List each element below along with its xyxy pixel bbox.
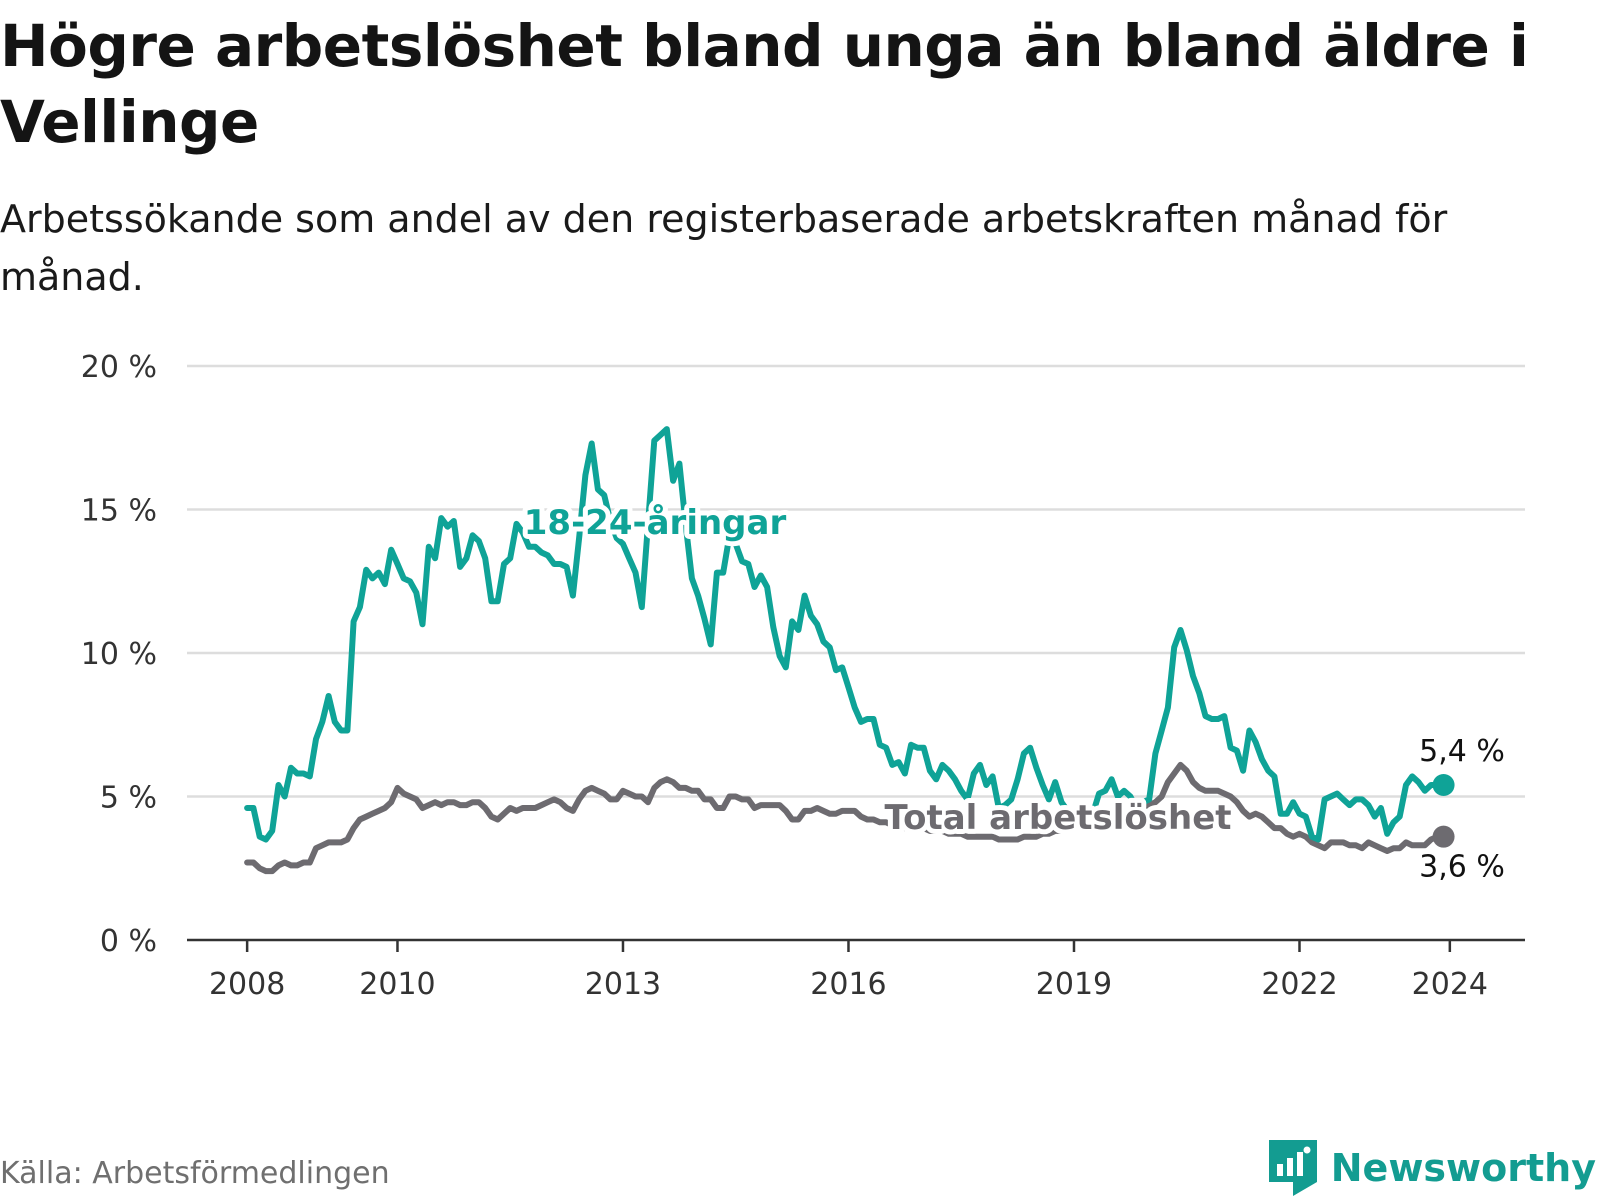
series-label-total: Total arbetslöshet <box>884 798 1231 838</box>
end-value-label-total: 3,6 % <box>1419 850 1505 885</box>
x-tick-label: 2016 <box>810 967 886 1002</box>
brand-logo[interactable]: Newsworthy <box>1268 1140 1596 1196</box>
x-tick-label: 2022 <box>1261 967 1337 1002</box>
x-tick-label: 2013 <box>585 967 661 1002</box>
chart-subtitle: Arbetssökande som andel av den registerb… <box>0 197 1448 299</box>
x-tick-label: 2019 <box>1036 967 1112 1002</box>
series-line-youth <box>244 426 1447 843</box>
chart-title: Högre arbetslöshet bland unga än bland ä… <box>0 12 1529 156</box>
x-tick-label: 2024 <box>1412 967 1488 1002</box>
y-tick-label: 15 % <box>81 494 157 529</box>
source-note: Källa: Arbetsförmedlingen <box>0 1156 390 1191</box>
end-marker-youth <box>1432 774 1455 797</box>
end-marker-total <box>1432 825 1455 848</box>
newsworthy-logo-icon <box>1268 1140 1317 1196</box>
y-tick-label: 0 % <box>100 924 157 959</box>
brand-name: Newsworthy <box>1330 1146 1596 1190</box>
x-tick-label: 2010 <box>359 967 435 1002</box>
series-label-youth: 18-24-åringar <box>524 503 787 543</box>
y-tick-label: 5 % <box>100 781 157 816</box>
y-tick-label: 10 % <box>81 637 157 672</box>
end-value-label-youth: 5,4 % <box>1419 734 1505 769</box>
series-line-total <box>244 761 1447 875</box>
y-tick-label: 20 % <box>81 350 157 385</box>
x-tick-label: 2008 <box>209 967 285 1002</box>
